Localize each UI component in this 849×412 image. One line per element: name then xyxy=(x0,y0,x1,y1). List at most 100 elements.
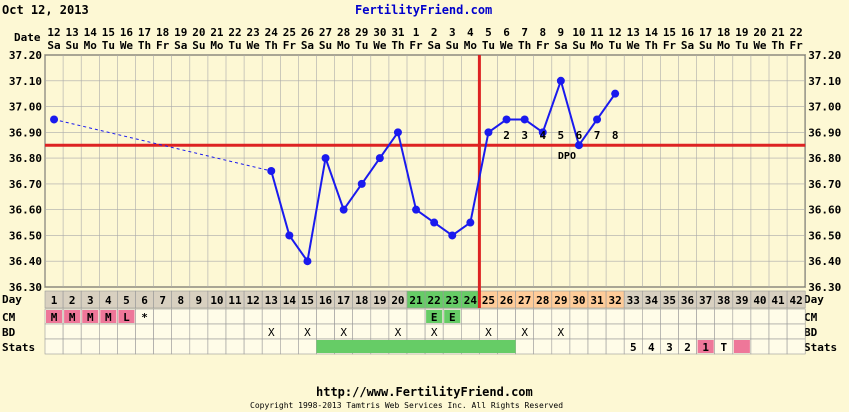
row-cell xyxy=(605,338,625,355)
cm-cell-fill xyxy=(46,310,63,323)
row-cell xyxy=(207,323,227,340)
footer-copyright: Copyright 1998-2013 Tamtris Web Services… xyxy=(250,401,564,410)
date-label: 24 xyxy=(265,26,279,39)
y-tick-label-right: 36.30 xyxy=(808,281,841,294)
temp-point xyxy=(466,218,475,227)
weekday-label: Mo xyxy=(337,39,351,52)
row-cell xyxy=(678,323,697,340)
temp-point xyxy=(50,115,59,124)
row-cell xyxy=(569,338,589,355)
y-tick-label-right: 36.60 xyxy=(808,204,841,217)
row-cell xyxy=(99,338,118,355)
temp-gap-line xyxy=(53,118,272,172)
day-number: 7 xyxy=(159,294,166,307)
weekday-label: We xyxy=(247,39,261,52)
dpo-number: 8 xyxy=(612,129,619,142)
row-cell xyxy=(171,338,191,355)
stats-entry: 2 xyxy=(684,341,691,354)
bd-mark: X xyxy=(340,326,347,339)
date-label: 19 xyxy=(735,26,748,39)
bd-mark: X xyxy=(558,326,565,339)
footer-link[interactable]: http://www.FertilityFriend.com xyxy=(316,385,533,399)
day-number: 30 xyxy=(572,294,585,307)
row-cell xyxy=(768,338,788,355)
row-cell xyxy=(641,308,661,325)
row-cell xyxy=(551,308,571,325)
weekday-label: Mo xyxy=(590,39,604,52)
day-number: 3 xyxy=(87,294,94,307)
row-cell xyxy=(460,323,480,340)
row-cell xyxy=(44,323,64,340)
cm-entry: M xyxy=(105,311,112,324)
y-tick-label-left: 37.20 xyxy=(9,49,42,62)
row-cell xyxy=(587,323,607,340)
date-label: 21 xyxy=(771,26,785,39)
day-number: 19 xyxy=(373,294,386,307)
cm-entry: E xyxy=(449,311,456,324)
day-number: 27 xyxy=(518,294,531,307)
weekday-label: We xyxy=(753,39,767,52)
weekday-label: Fr xyxy=(536,39,550,52)
temp-point xyxy=(321,154,330,163)
dpo-number: 3 xyxy=(521,129,528,142)
y-tick-label-left: 36.80 xyxy=(9,152,42,165)
date-label: 28 xyxy=(337,26,350,39)
day-number: 10 xyxy=(210,294,223,307)
row-cell xyxy=(587,308,607,325)
date-label: 5 xyxy=(485,26,492,39)
dpo-number: 2 xyxy=(503,129,510,142)
date-label: 8 xyxy=(539,26,546,39)
weekday-label: Th xyxy=(771,39,784,52)
day-number: 38 xyxy=(717,294,730,307)
temp-point xyxy=(574,141,583,150)
row-cell xyxy=(44,338,64,355)
row-cell xyxy=(406,308,426,325)
row-cell xyxy=(225,323,245,340)
stats-entry: T xyxy=(720,341,727,354)
bd-mark: X xyxy=(395,326,402,339)
row-cell xyxy=(678,308,697,325)
day-number: 31 xyxy=(590,294,604,307)
temp-point xyxy=(593,115,602,124)
row-cell xyxy=(261,308,281,325)
row-cell xyxy=(623,308,643,325)
row-cell xyxy=(279,338,299,355)
y-tick-label-left: 36.90 xyxy=(9,126,42,139)
row-cell xyxy=(370,308,390,325)
stats-entry: 3 xyxy=(666,341,673,354)
date-label: 15 xyxy=(102,26,115,39)
day-number: 14 xyxy=(283,294,297,307)
row-cell xyxy=(171,308,191,325)
weekday-label: Sa xyxy=(174,39,187,52)
row-cell xyxy=(786,308,806,325)
temp-line-segment xyxy=(596,93,616,121)
site-link[interactable]: FertilityFriend.com xyxy=(355,3,493,17)
date-label: 15 xyxy=(663,26,676,39)
date-row-label: Date xyxy=(14,31,41,44)
temp-point xyxy=(267,167,276,175)
y-tick-label-left: 36.30 xyxy=(9,281,42,294)
date-label: 2 xyxy=(431,26,438,39)
bd-mark: X xyxy=(304,326,311,339)
cm-cell-fill xyxy=(426,310,443,323)
dpo-number: 5 xyxy=(558,129,565,142)
row-cell xyxy=(334,308,354,325)
cm-entry: * xyxy=(141,311,148,324)
temp-point xyxy=(430,218,439,227)
temp-line-segment xyxy=(396,132,418,210)
day-number: 13 xyxy=(265,294,278,307)
date-label: 23 xyxy=(247,26,260,39)
y-tick-label-left: 36.70 xyxy=(9,178,42,191)
row-cell xyxy=(533,308,553,325)
y-tick-label-right: 37.20 xyxy=(808,49,841,62)
row-cell xyxy=(786,323,806,340)
temp-line-segment xyxy=(342,183,363,211)
day-number: 20 xyxy=(391,294,404,307)
row-cell xyxy=(62,323,82,340)
temp-point xyxy=(520,115,529,124)
row-cell xyxy=(135,338,154,355)
day-cell xyxy=(786,290,806,309)
stats-entry: 1 xyxy=(702,341,709,354)
weekday-label: We xyxy=(500,39,514,52)
